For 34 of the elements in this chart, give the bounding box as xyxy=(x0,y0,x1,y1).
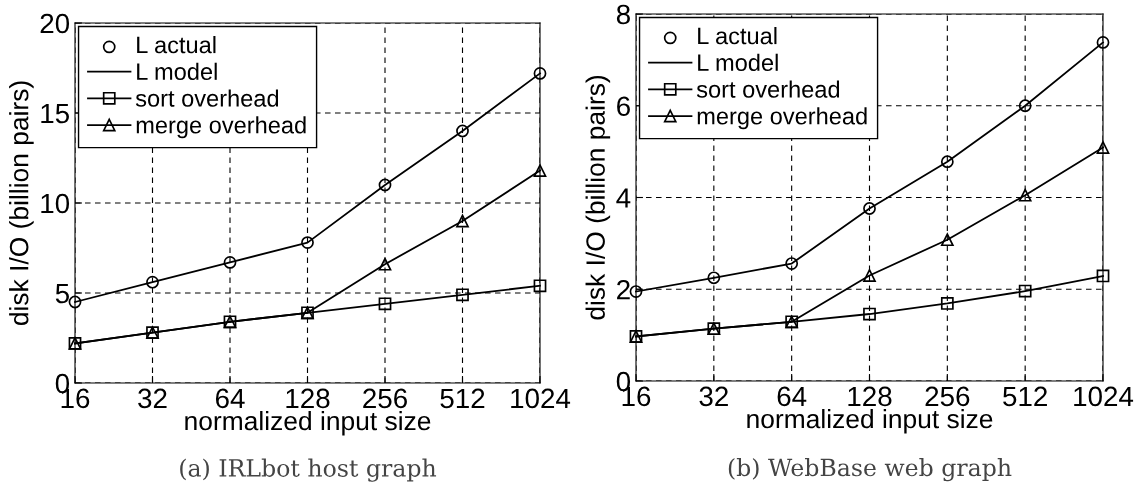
legend-label: merge overhead xyxy=(697,107,867,130)
x-axis-title: normalized input size xyxy=(185,410,431,436)
y-tick-label: 4 xyxy=(616,188,631,208)
x-tick-label: 32 xyxy=(699,386,728,407)
x-tick-label: 32 xyxy=(138,388,167,409)
legend-label: merge overhead xyxy=(136,116,306,139)
legend-label: L model xyxy=(137,62,217,81)
legend-label: L actual xyxy=(698,26,777,45)
text: (b) WebBase web graph xyxy=(728,458,1012,482)
x-tick-label: 1024 xyxy=(511,388,571,409)
x-tick-label: 1024 xyxy=(1074,386,1134,407)
y-tick-label: 8 xyxy=(616,4,630,25)
x-axis-title: normalized input size xyxy=(747,408,993,434)
x-tick-label: 512 xyxy=(440,388,485,409)
y-tick-label: 2 xyxy=(617,279,630,300)
x-tick-label: 256 xyxy=(925,386,970,407)
text: (a) IRLbot host graph xyxy=(180,458,437,482)
y-axis-title: disk I/O (billion pairs) xyxy=(9,81,34,326)
x-tick-label: 256 xyxy=(363,388,407,409)
x-tick-label: 512 xyxy=(1003,386,1047,407)
y-tick-label: 10 xyxy=(41,193,70,214)
legend-label: sort overhead xyxy=(696,80,840,98)
y-axis-title: disk I/O (billion pairs) xyxy=(585,75,611,320)
legend-label: sort overhead xyxy=(135,89,279,107)
x-tick-label: 128 xyxy=(848,386,892,407)
x-tick-label: 64 xyxy=(777,386,807,407)
legend-label: L model xyxy=(698,53,778,72)
y-tick-label: 5 xyxy=(55,283,69,304)
x-tick-label: 128 xyxy=(286,388,330,409)
y-tick-label: 15 xyxy=(41,103,69,124)
legend-label: L actual xyxy=(137,35,216,54)
y-tick-label: 6 xyxy=(617,96,630,117)
y-tick-label: 20 xyxy=(40,13,70,34)
x-tick-label: 64 xyxy=(215,388,245,409)
